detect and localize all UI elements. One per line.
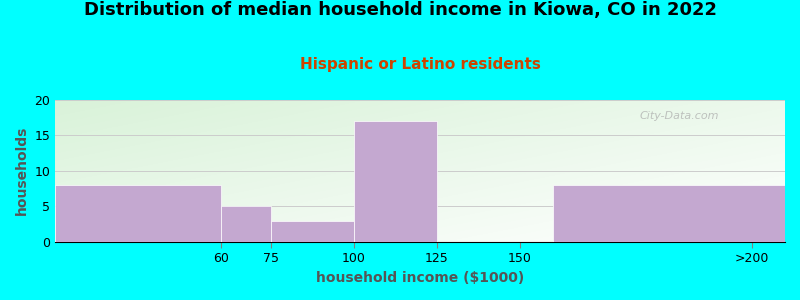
- Y-axis label: households: households: [15, 126, 29, 215]
- Title: Hispanic or Latino residents: Hispanic or Latino residents: [300, 57, 541, 72]
- Bar: [354, 121, 437, 242]
- Bar: [271, 221, 354, 242]
- Bar: [221, 206, 271, 242]
- Bar: [553, 185, 785, 242]
- X-axis label: household income ($1000): household income ($1000): [316, 271, 524, 285]
- Bar: [55, 185, 221, 242]
- Text: City-Data.com: City-Data.com: [639, 111, 718, 121]
- Text: Distribution of median household income in Kiowa, CO in 2022: Distribution of median household income …: [83, 2, 717, 20]
